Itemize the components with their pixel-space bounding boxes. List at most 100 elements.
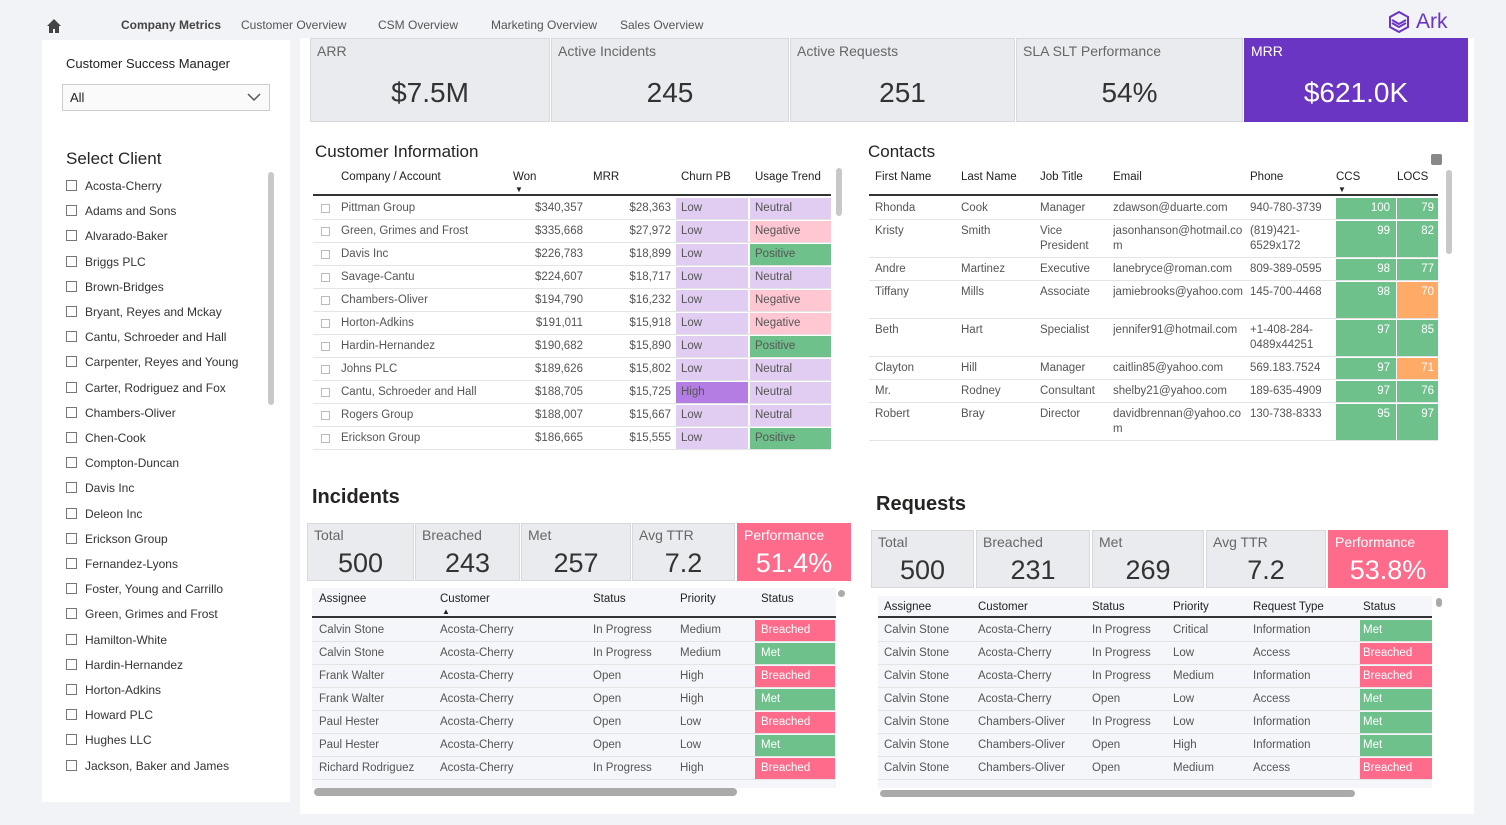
contacts-scrollbar[interactable] [1446,170,1452,254]
column-header[interactable]: LOCS [1397,171,1429,183]
expand-icon[interactable] [321,273,330,282]
table-row[interactable]: Savage-Cantu $224,607 $18,717 Low Neutral [313,267,831,289]
client-checkbox-item[interactable]: Compton-Duncan [66,456,179,470]
requests-v-scrollbar[interactable] [1436,598,1442,607]
client-checkbox-item[interactable]: Davis Inc [66,481,134,495]
table-row[interactable]: Robert Bray Director davidbrennan@yahoo.com… [869,404,1438,441]
column-header[interactable]: Job Title [1040,171,1083,183]
column-header[interactable]: Priority [1173,601,1209,613]
client-checkbox-item[interactable]: Horton-Adkins [66,683,161,697]
column-header[interactable]: Status [761,593,794,605]
table-row[interactable]: Hardin-Hernandez $190,682 $15,890 Low Positi… [313,336,831,358]
checkbox[interactable] [66,633,77,645]
checkbox[interactable] [66,306,77,317]
expand-icon[interactable] [321,204,330,213]
column-header[interactable]: Customer [440,593,490,605]
client-checkbox-item[interactable]: Acosta-Cherry [66,179,162,193]
checkbox[interactable] [66,482,77,494]
checkbox[interactable] [66,205,77,217]
client-checkbox-item[interactable]: Carter, Rodriguez and Fox [66,381,226,395]
table-row[interactable]: Calvin Stone Chambers-Oliver Open High Infor… [878,735,1432,757]
info-icon[interactable] [1431,154,1442,165]
tab-marketing-overview[interactable]: Marketing Overview [491,18,598,32]
client-checkbox-item[interactable]: Hardin-Hernandez [66,658,183,672]
checkbox[interactable] [66,280,77,292]
client-checkbox-item[interactable]: Green, Grimes and Frost [66,607,218,621]
table-row[interactable]: Beth Hart Specialist jennifer91@hotmail.com… [869,320,1438,357]
table-row[interactable]: Chambers-Oliver $194,790 $16,232 Low Negativ… [313,290,831,312]
table-row[interactable]: Cantu, Schroeder and Hall $188,705 $15,725… [313,382,831,404]
checkbox[interactable] [66,230,77,242]
client-checkbox-item[interactable]: Brown-Bridges [66,280,164,294]
expand-icon[interactable] [321,365,330,374]
table-row[interactable]: Paul Hester Acosta-Cherry Open Low Breached [312,712,836,734]
table-row[interactable]: Rhonda Cook Manager zdawson@duarte.com 940-7… [869,198,1438,220]
client-checkbox-item[interactable]: Alvarado-Baker [66,229,168,243]
home-icon[interactable] [46,18,62,34]
expand-icon[interactable] [321,342,330,351]
expand-icon[interactable] [321,227,330,236]
expand-icon[interactable] [321,411,330,420]
column-header[interactable]: Usage Trend [755,171,821,183]
checkbox[interactable] [66,709,77,721]
table-row[interactable]: Horton-Adkins $191,011 $15,918 Low Negative [313,313,831,335]
column-header[interactable]: First Name [875,171,932,183]
incidents-v-scrollbar[interactable] [838,590,845,597]
table-row[interactable]: Calvin Stone Acosta-Cherry In Progress Medi… [312,620,836,642]
client-checkbox-item[interactable]: Chen-Cook [66,431,146,445]
table-row[interactable]: Calvin Stone Acosta-Cherry In Progress Low A… [878,643,1432,665]
client-checkbox-item[interactable]: Erickson Group [66,532,168,546]
checkbox[interactable] [66,658,77,670]
table-row[interactable]: Calvin Stone Acosta-Cherry In Progress Crit… [878,620,1432,642]
column-header[interactable]: CCS [1336,171,1361,183]
client-checkbox-item[interactable]: Briggs PLC [66,255,146,269]
table-row[interactable]: Tiffany Mills Associate jamiebrooks@yahoo.c… [869,282,1438,319]
checkbox[interactable] [66,507,77,519]
customer-info-scrollbar[interactable] [836,168,842,216]
column-header[interactable]: Status [593,593,626,605]
expand-icon[interactable] [321,250,330,259]
table-row[interactable]: Green, Grimes and Frost $335,668 $27,972 Lo… [313,221,831,243]
column-header[interactable]: Email [1113,171,1142,183]
column-header[interactable]: Customer [978,601,1028,613]
column-header[interactable]: Phone [1250,171,1284,183]
table-row[interactable]: Rogers Group $188,007 $15,667 Low Neutral [313,405,831,427]
client-checkbox-item[interactable]: Chambers-Oliver [66,406,176,420]
client-checkbox-item[interactable]: Hamilton-White [66,633,167,647]
client-checkbox-item[interactable]: Fernandez-Lyons [66,557,178,571]
client-checkbox-item[interactable]: Deleon Inc [66,507,142,521]
checkbox[interactable] [66,532,77,544]
table-row[interactable]: Richard Rodriguez Acosta-Cherry In Progres… [312,758,836,780]
client-checkbox-item[interactable]: Carpenter, Reyes and Young [66,355,238,369]
checkbox[interactable] [66,356,77,368]
checkbox[interactable] [66,583,77,595]
checkbox[interactable] [66,558,77,569]
table-row[interactable]: Calvin Stone Chambers-Oliver In Progress Lo… [878,712,1432,734]
client-list-scrollbar[interactable] [268,172,274,405]
table-row[interactable]: Frank Walter Acosta-Cherry Open High Breache… [312,666,836,688]
client-checkbox-item[interactable]: Foster, Young and Carrillo [66,582,223,596]
checkbox[interactable] [66,608,77,620]
table-row[interactable]: Pittman Group $340,357 $28,363 Low Neutral [313,198,831,220]
checkbox[interactable] [66,457,77,469]
table-row[interactable]: Davis Inc $226,783 $18,899 Low Positive [313,244,831,266]
expand-icon[interactable] [321,296,330,305]
checkbox[interactable] [66,180,77,191]
column-header[interactable]: Last Name [961,171,1017,183]
column-header[interactable]: MRR [593,171,620,183]
column-header[interactable]: Priority [680,593,716,605]
column-header[interactable]: Assignee [319,593,367,605]
client-checkbox-item[interactable]: Hughes LLC [66,733,152,747]
checkbox[interactable] [66,759,77,771]
table-row[interactable]: Calvin Stone Acosta-Cherry Open Low Access Me… [878,689,1432,711]
requests-h-scrollbar[interactable] [880,790,1355,797]
checkbox[interactable] [66,734,77,746]
table-row[interactable]: Calvin Stone Acosta-Cherry In Progress Medi… [878,666,1432,688]
tab-sales-overview[interactable]: Sales Overview [620,18,704,32]
tab-customer-overview[interactable]: Customer Overview [241,18,347,32]
checkbox[interactable] [66,432,77,443]
checkbox[interactable] [66,406,77,418]
tab-company-metrics[interactable]: Company Metrics [121,18,222,32]
table-row[interactable]: Andre Martinez Executive lanebryce@roman.co… [869,259,1438,281]
expand-icon[interactable] [321,319,330,328]
